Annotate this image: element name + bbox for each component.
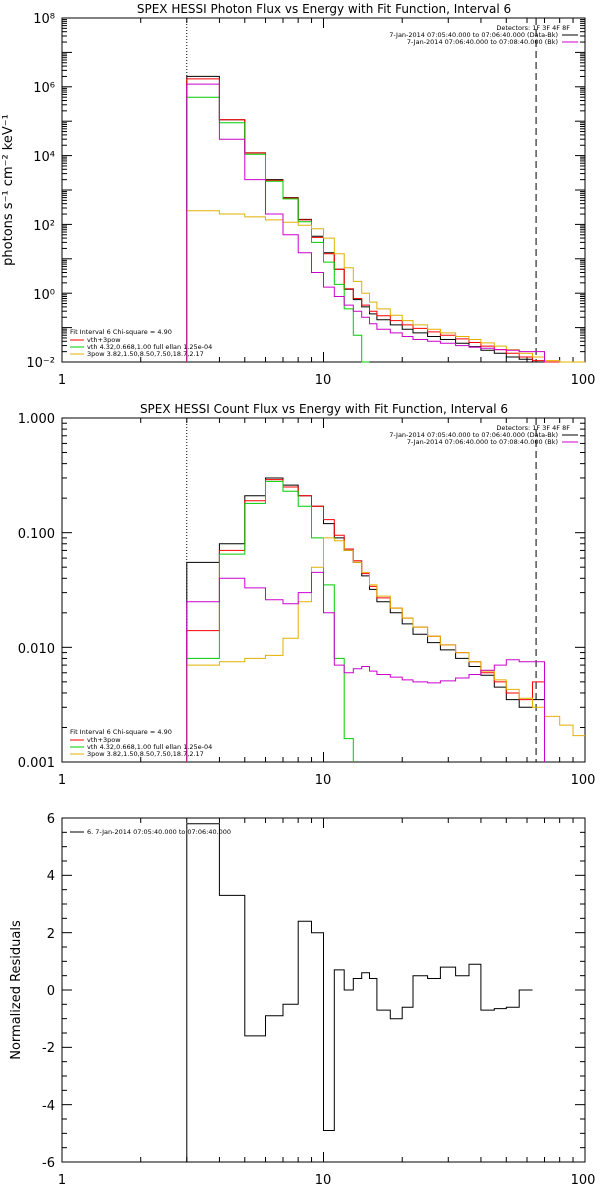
count-xtick-10: 10: [315, 773, 332, 788]
count-series-data-bk: [186, 477, 545, 762]
photon-legend-data-bk: 7-Jan-2014 07:05:40.000 to 07:06:40.000 …: [389, 31, 558, 39]
photon-ytick-1e0: 10⁰: [33, 288, 55, 303]
photon-y-axis-label: photons s⁻¹ cm⁻² keV⁻¹: [1, 114, 16, 266]
photon-xtick-1: 1: [58, 373, 66, 388]
count-series-vth: [186, 480, 354, 762]
residuals-xtick-10: 10: [315, 1173, 332, 1188]
photon-xtick-100: 100: [571, 373, 596, 388]
count-legend-vth: vth 4.32,0.668,1.00 full ellan 1.25e-04: [87, 743, 212, 751]
count-series-vth-3pow: [186, 479, 545, 762]
photon-series-3pow: [186, 210, 585, 363]
count-flux-panel: SPEX HESSI Count Flux vs Energy with Fit…: [18, 402, 596, 788]
count-xtick-1: 1: [58, 773, 66, 788]
photon-series-bk: [186, 83, 545, 362]
count-chart-title: SPEX HESSI Count Flux vs Energy with Fit…: [140, 402, 508, 416]
residuals-series: [186, 823, 533, 1162]
count-ytick-1.000: 1.000: [18, 412, 55, 427]
photon-ytick-1e2: 10²: [33, 219, 55, 234]
count-ytick-0.010: 0.010: [18, 642, 55, 657]
photon-detectors-label: Detectors: 1F 3F 4F 8F: [496, 24, 570, 32]
photon-legend-bk: 7-Jan-2014 07:06:40.000 to 07:08:40.000 …: [407, 38, 558, 46]
photon-xtick-10: 10: [315, 373, 332, 388]
residuals-panel: 1 10 100 -6 -4 -2 0 2 4 6 Normalized Res…: [9, 812, 595, 1188]
photon-ytick-1e6: 10⁶: [33, 81, 55, 96]
residuals-ytick-4: 4: [47, 869, 55, 884]
photon-plot-frame: [61, 17, 586, 363]
residuals-ytick-m4: -4: [42, 1099, 55, 1114]
photon-legend-vth: vth 4.32,0.668,1.00 full ellan 1.25e-04: [87, 343, 212, 351]
photon-ytick-1e-2: 10⁻²: [26, 356, 55, 371]
residuals-y-axis-label: Normalized Residuals: [9, 920, 24, 1060]
residuals-legend: 6. 7-Jan-2014 07:05:40.000 to 07:06:40.0…: [87, 828, 231, 836]
residuals-ytick-2: 2: [47, 927, 55, 942]
residuals-ytick-m6: -6: [42, 1156, 55, 1171]
photon-fit-info: Fit Interval 6 Chi-square = 4.90: [70, 328, 172, 336]
photon-series-vth: [186, 96, 370, 363]
count-ytick-0.100: 0.100: [18, 527, 55, 542]
photon-flux-panel: SPEX HESSI Photon Flux vs Energy with Fi…: [1, 2, 595, 388]
residuals-ytick-6: 6: [47, 812, 55, 827]
count-fit-info: Fit Interval 6 Chi-square = 4.90: [70, 728, 172, 736]
residuals-ytick-0: 0: [47, 984, 55, 999]
count-legend-bk: 7-Jan-2014 07:06:40.000 to 07:08:40.000 …: [407, 438, 558, 446]
count-legend-3pow: 3pow 3.82,1.50,8.50,7.50,18.7,2.17: [87, 750, 204, 758]
residuals-xtick-100: 100: [571, 1173, 596, 1188]
count-detectors-label: Detectors: 1F 3F 4F 8F: [496, 424, 570, 432]
photon-series-data-bk: [186, 75, 545, 363]
count-ytick-0.001: 0.001: [18, 756, 55, 771]
residuals-ytick-m2: -2: [42, 1041, 55, 1056]
residuals-xtick-1: 1: [58, 1173, 66, 1188]
count-series-3pow: [186, 537, 585, 762]
count-legend-vthpow: vth+3pow: [87, 736, 121, 744]
photon-chart-title: SPEX HESSI Photon Flux vs Energy with Fi…: [137, 2, 511, 16]
count-legend-data-bk: 7-Jan-2014 07:05:40.000 to 07:06:40.000 …: [389, 431, 558, 439]
photon-ytick-1e4: 10⁴: [33, 150, 55, 165]
photon-legend-3pow: 3pow 3.82,1.50,8.50,7.50,18.7,2.17: [87, 350, 204, 358]
count-series-bk: [186, 571, 545, 762]
photon-ytick-1e8: 10⁸: [33, 12, 55, 27]
photon-series-vth-3pow: [186, 78, 585, 363]
photon-legend-vthpow: vth+3pow: [87, 336, 121, 344]
count-xtick-100: 100: [571, 773, 596, 788]
